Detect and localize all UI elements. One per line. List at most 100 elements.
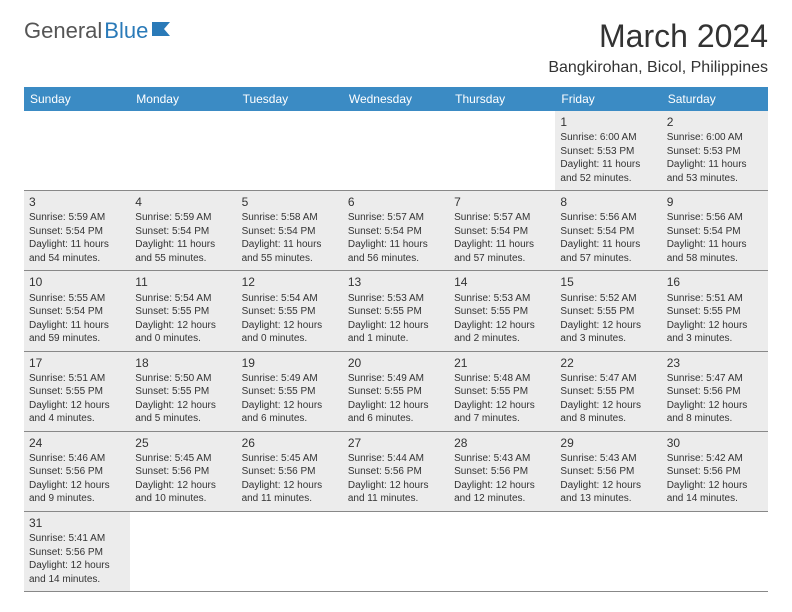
day-cell: 18Sunrise: 5:50 AMSunset: 5:55 PMDayligh… [130, 351, 236, 431]
day-number: 31 [29, 515, 125, 531]
day-ss: Sunset: 5:54 PM [242, 225, 338, 239]
day-dl: Daylight: 12 hours and 14 minutes. [667, 479, 763, 506]
day-dl: Daylight: 12 hours and 0 minutes. [242, 319, 338, 346]
day-number: 27 [348, 435, 444, 451]
day-dl: Daylight: 11 hours and 58 minutes. [667, 238, 763, 265]
day-sr: Sunrise: 5:49 AM [242, 372, 338, 386]
column-header: Saturday [662, 87, 768, 111]
day-ss: Sunset: 5:55 PM [454, 305, 550, 319]
day-sr: Sunrise: 5:53 AM [454, 292, 550, 306]
day-cell [343, 111, 449, 191]
day-sr: Sunrise: 5:46 AM [29, 452, 125, 466]
day-cell [343, 511, 449, 591]
day-dl: Daylight: 11 hours and 57 minutes. [454, 238, 550, 265]
day-sr: Sunrise: 5:49 AM [348, 372, 444, 386]
day-ss: Sunset: 5:55 PM [560, 385, 656, 399]
day-sr: Sunrise: 5:48 AM [454, 372, 550, 386]
day-sr: Sunrise: 5:51 AM [29, 372, 125, 386]
day-cell: 12Sunrise: 5:54 AMSunset: 5:55 PMDayligh… [237, 271, 343, 351]
day-cell: 21Sunrise: 5:48 AMSunset: 5:55 PMDayligh… [449, 351, 555, 431]
day-ss: Sunset: 5:56 PM [242, 465, 338, 479]
day-ss: Sunset: 5:55 PM [242, 385, 338, 399]
day-dl: Daylight: 12 hours and 9 minutes. [29, 479, 125, 506]
day-sr: Sunrise: 5:41 AM [29, 532, 125, 546]
day-ss: Sunset: 5:56 PM [29, 465, 125, 479]
day-cell: 7Sunrise: 5:57 AMSunset: 5:54 PMDaylight… [449, 191, 555, 271]
day-number: 4 [135, 194, 231, 210]
day-sr: Sunrise: 5:56 AM [667, 211, 763, 225]
day-ss: Sunset: 5:55 PM [667, 305, 763, 319]
day-dl: Daylight: 12 hours and 1 minute. [348, 319, 444, 346]
day-dl: Daylight: 11 hours and 53 minutes. [667, 158, 763, 185]
day-sr: Sunrise: 5:52 AM [560, 292, 656, 306]
day-sr: Sunrise: 5:56 AM [560, 211, 656, 225]
day-number: 1 [560, 114, 656, 130]
logo-blue: Blue [104, 18, 148, 44]
day-number: 14 [454, 274, 550, 290]
day-number: 6 [348, 194, 444, 210]
day-cell: 24Sunrise: 5:46 AMSunset: 5:56 PMDayligh… [24, 431, 130, 511]
day-dl: Daylight: 12 hours and 11 minutes. [348, 479, 444, 506]
day-ss: Sunset: 5:54 PM [348, 225, 444, 239]
day-sr: Sunrise: 5:58 AM [242, 211, 338, 225]
header-row: SundayMondayTuesdayWednesdayThursdayFrid… [24, 87, 768, 111]
day-cell: 4Sunrise: 5:59 AMSunset: 5:54 PMDaylight… [130, 191, 236, 271]
day-ss: Sunset: 5:53 PM [560, 145, 656, 159]
day-cell: 1Sunrise: 6:00 AMSunset: 5:53 PMDaylight… [555, 111, 661, 191]
flag-icon [152, 20, 174, 43]
day-sr: Sunrise: 5:47 AM [560, 372, 656, 386]
day-cell [662, 511, 768, 591]
day-number: 8 [560, 194, 656, 210]
day-dl: Daylight: 12 hours and 4 minutes. [29, 399, 125, 426]
day-dl: Daylight: 12 hours and 6 minutes. [242, 399, 338, 426]
day-cell: 13Sunrise: 5:53 AMSunset: 5:55 PMDayligh… [343, 271, 449, 351]
day-sr: Sunrise: 6:00 AM [667, 131, 763, 145]
day-sr: Sunrise: 6:00 AM [560, 131, 656, 145]
day-dl: Daylight: 12 hours and 13 minutes. [560, 479, 656, 506]
calendar-table: SundayMondayTuesdayWednesdayThursdayFrid… [24, 87, 768, 592]
day-number: 20 [348, 355, 444, 371]
day-cell: 14Sunrise: 5:53 AMSunset: 5:55 PMDayligh… [449, 271, 555, 351]
day-ss: Sunset: 5:54 PM [454, 225, 550, 239]
day-number: 3 [29, 194, 125, 210]
day-number: 5 [242, 194, 338, 210]
week-row: 10Sunrise: 5:55 AMSunset: 5:54 PMDayligh… [24, 271, 768, 351]
day-sr: Sunrise: 5:54 AM [135, 292, 231, 306]
day-cell: 10Sunrise: 5:55 AMSunset: 5:54 PMDayligh… [24, 271, 130, 351]
day-cell: 8Sunrise: 5:56 AMSunset: 5:54 PMDaylight… [555, 191, 661, 271]
day-ss: Sunset: 5:56 PM [667, 385, 763, 399]
day-number: 11 [135, 274, 231, 290]
day-number: 23 [667, 355, 763, 371]
day-cell: 11Sunrise: 5:54 AMSunset: 5:55 PMDayligh… [130, 271, 236, 351]
day-dl: Daylight: 11 hours and 52 minutes. [560, 158, 656, 185]
day-number: 16 [667, 274, 763, 290]
day-number: 21 [454, 355, 550, 371]
calendar-body: 1Sunrise: 6:00 AMSunset: 5:53 PMDaylight… [24, 111, 768, 592]
week-row: 3Sunrise: 5:59 AMSunset: 5:54 PMDaylight… [24, 191, 768, 271]
day-ss: Sunset: 5:54 PM [135, 225, 231, 239]
day-sr: Sunrise: 5:54 AM [242, 292, 338, 306]
day-sr: Sunrise: 5:43 AM [454, 452, 550, 466]
day-number: 29 [560, 435, 656, 451]
day-sr: Sunrise: 5:53 AM [348, 292, 444, 306]
day-ss: Sunset: 5:56 PM [560, 465, 656, 479]
column-header: Wednesday [343, 87, 449, 111]
column-header: Friday [555, 87, 661, 111]
day-sr: Sunrise: 5:59 AM [29, 211, 125, 225]
day-cell: 25Sunrise: 5:45 AMSunset: 5:56 PMDayligh… [130, 431, 236, 511]
day-ss: Sunset: 5:55 PM [135, 385, 231, 399]
day-sr: Sunrise: 5:43 AM [560, 452, 656, 466]
day-ss: Sunset: 5:56 PM [135, 465, 231, 479]
day-cell: 26Sunrise: 5:45 AMSunset: 5:56 PMDayligh… [237, 431, 343, 511]
day-number: 13 [348, 274, 444, 290]
day-number: 30 [667, 435, 763, 451]
day-cell: 22Sunrise: 5:47 AMSunset: 5:55 PMDayligh… [555, 351, 661, 431]
day-sr: Sunrise: 5:57 AM [348, 211, 444, 225]
location: Bangkirohan, Bicol, Philippines [548, 59, 768, 77]
day-cell: 27Sunrise: 5:44 AMSunset: 5:56 PMDayligh… [343, 431, 449, 511]
day-cell [237, 511, 343, 591]
day-dl: Daylight: 12 hours and 3 minutes. [667, 319, 763, 346]
week-row: 17Sunrise: 5:51 AMSunset: 5:55 PMDayligh… [24, 351, 768, 431]
day-dl: Daylight: 11 hours and 55 minutes. [135, 238, 231, 265]
day-dl: Daylight: 11 hours and 55 minutes. [242, 238, 338, 265]
